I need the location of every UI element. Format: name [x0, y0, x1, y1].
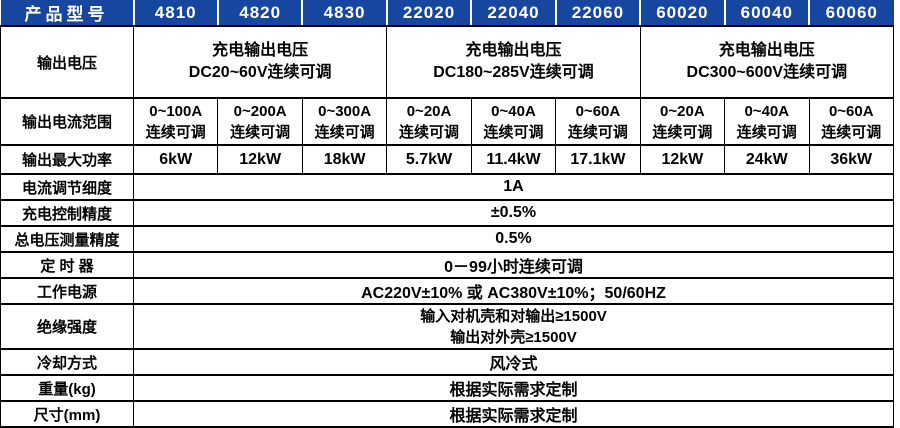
max-power-cell: 18kW	[301, 144, 388, 175]
voltage-group-low: 充电输出电压 DC20~60V连续可调	[132, 25, 388, 99]
weight-row: 重量(kg) 根据实际需求定制	[0, 374, 894, 402]
spec-label-insulation: 绝缘强度	[0, 303, 134, 350]
spec-label-working-power: 工作电源	[0, 277, 134, 305]
header-product-model-label: 产品型号	[0, 0, 134, 27]
voltage-group-title: 充电输出电压	[465, 42, 562, 59]
voltage-accuracy-value: 0.5%	[133, 225, 894, 253]
max-power-cell: 12kW	[217, 144, 303, 175]
current-range-value: 0~300A	[318, 102, 372, 120]
spec-label-dimensions: 尺寸(mm)	[0, 400, 134, 428]
current-range-note: 连续可调	[567, 123, 628, 141]
voltage-group-range: DC180~285V连续可调	[433, 64, 594, 81]
model-header-4810: 4810	[132, 0, 218, 27]
model-header-22040: 22040	[470, 0, 556, 27]
cooling-row: 冷却方式 风冷式	[0, 348, 894, 376]
timer-value: 0－99小时连续可调	[133, 251, 894, 279]
working-power-row: 工作电源 AC220V±10% 或 AC380V±10%；50/60HZ	[0, 277, 894, 305]
current-range-cell: 0~60A 连续可调	[808, 97, 894, 146]
max-power-cell: 6kW	[132, 144, 219, 175]
cooling-value: 风冷式	[133, 348, 894, 376]
current-range-value: 0~20A	[660, 102, 705, 120]
weight-value: 根据实际需求定制	[133, 374, 894, 402]
spec-label-voltage-accuracy: 总电压测量精度	[0, 225, 134, 253]
current-range-note: 连续可调	[483, 123, 544, 141]
max-power-cell: 36kW	[808, 144, 894, 175]
max-power-cell: 5.7kW	[386, 144, 472, 175]
current-range-note: 连续可调	[821, 123, 882, 141]
current-range-value: 0~100A	[149, 102, 203, 120]
voltage-group-range: DC300~600V连续可调	[686, 64, 848, 81]
spec-label-current-fineness: 电流调节细度	[0, 173, 134, 201]
current-range-cell: 0~40A 连续可调	[724, 97, 810, 146]
current-range-value: 0~200A	[233, 102, 287, 120]
max-power-cell: 24kW	[724, 144, 810, 175]
current-range-cell: 0~100A 连续可调	[132, 97, 219, 146]
voltage-measure-accuracy-row: 总电压测量精度 0.5%	[0, 225, 894, 253]
current-range-cell: 0~200A 连续可调	[217, 97, 303, 146]
timer-row: 定 时 器 0－99小时连续可调	[0, 251, 894, 279]
voltage-group-mid: 充电输出电压 DC180~285V连续可调	[386, 25, 641, 99]
charge-control-accuracy-row: 充电控制精度 ±0.5%	[0, 199, 894, 227]
current-range-note: 连续可调	[399, 123, 460, 141]
model-header-22060: 22060	[554, 0, 641, 27]
current-range-note: 连续可调	[314, 123, 375, 141]
current-fineness-value: 1A	[133, 173, 894, 201]
model-header-60060: 60060	[808, 0, 894, 27]
current-range-cell: 0~60A 连续可调	[555, 97, 641, 146]
current-range-note: 连续可调	[652, 123, 713, 141]
spec-label-timer: 定 时 器	[0, 251, 134, 279]
max-power-row: 输出最大功率 6kW 12kW 18kW 5.7kW 11.4kW 17.1kW…	[0, 144, 894, 175]
model-header-4830: 4830	[301, 0, 387, 27]
charge-accuracy-value: ±0.5%	[133, 199, 894, 227]
current-fineness-row: 电流调节细度 1A	[0, 173, 894, 201]
insulation-row: 绝缘强度 输入对机壳和对输出≥1500V 输出对外壳≥1500V	[0, 303, 894, 350]
current-range-note: 连续可调	[230, 123, 291, 141]
voltage-group-range: DC20~60V连续可调	[188, 64, 332, 81]
model-header-60040: 60040	[723, 0, 809, 27]
current-range-value: 0~20A	[406, 102, 452, 120]
spec-label-max-power: 输出最大功率	[0, 144, 134, 175]
spec-label-weight: 重量(kg)	[0, 374, 134, 402]
model-header-4820: 4820	[216, 0, 303, 27]
current-range-cell: 0~20A 连续可调	[386, 97, 472, 146]
voltage-group-title: 充电输出电压	[212, 42, 309, 59]
dimensions-row: 尺寸(mm) 根据实际需求定制	[0, 400, 894, 428]
current-range-note: 连续可调	[736, 123, 797, 141]
spec-label-cooling: 冷却方式	[0, 348, 134, 376]
model-header-60020: 60020	[639, 0, 725, 27]
max-power-cell: 11.4kW	[470, 144, 557, 175]
voltage-group-title: 充电输出电压	[718, 42, 815, 59]
insulation-line1: 输入对机壳和对输出≥1500V	[420, 307, 607, 325]
current-range-value: 0~40A	[491, 102, 536, 120]
insulation-line2: 输出对外壳≥1500V	[450, 328, 577, 346]
spec-label-output-voltage: 输出电压	[0, 25, 134, 99]
spec-label-charge-accuracy: 充电控制精度	[0, 199, 134, 227]
model-header-22020: 22020	[385, 0, 472, 27]
output-voltage-row: 输出电压 充电输出电压 DC20~60V连续可调 充电输出电压 DC180~28…	[0, 25, 895, 99]
current-range-cell: 0~20A 连续可调	[639, 97, 726, 146]
max-power-cell: 12kW	[639, 144, 726, 175]
current-range-value: 0~40A	[744, 102, 790, 120]
header-row: 产品型号 4810 4820 4830 22020 22040 22060 60…	[0, 0, 894, 27]
dimensions-value: 根据实际需求定制	[133, 400, 894, 428]
max-power-cell: 17.1kW	[555, 144, 641, 175]
current-range-value: 0~60A	[575, 102, 621, 120]
insulation-value: 输入对机壳和对输出≥1500V 输出对外壳≥1500V	[133, 303, 894, 350]
current-range-value: 0~60A	[828, 102, 874, 120]
working-power-value: AC220V±10% 或 AC380V±10%；50/60HZ	[133, 277, 894, 305]
current-range-note: 连续可调	[145, 123, 206, 141]
voltage-group-high: 充电输出电压 DC300~600V连续可调	[639, 25, 895, 99]
current-range-cell: 0~40A 连续可调	[470, 97, 557, 146]
spec-label-current-range: 输出电流范围	[0, 97, 134, 146]
output-current-row: 输出电流范围 0~100A 连续可调 0~200A 连续可调 0~300A 连续可调 …	[0, 97, 894, 146]
current-range-cell: 0~300A 连续可调	[301, 97, 388, 146]
